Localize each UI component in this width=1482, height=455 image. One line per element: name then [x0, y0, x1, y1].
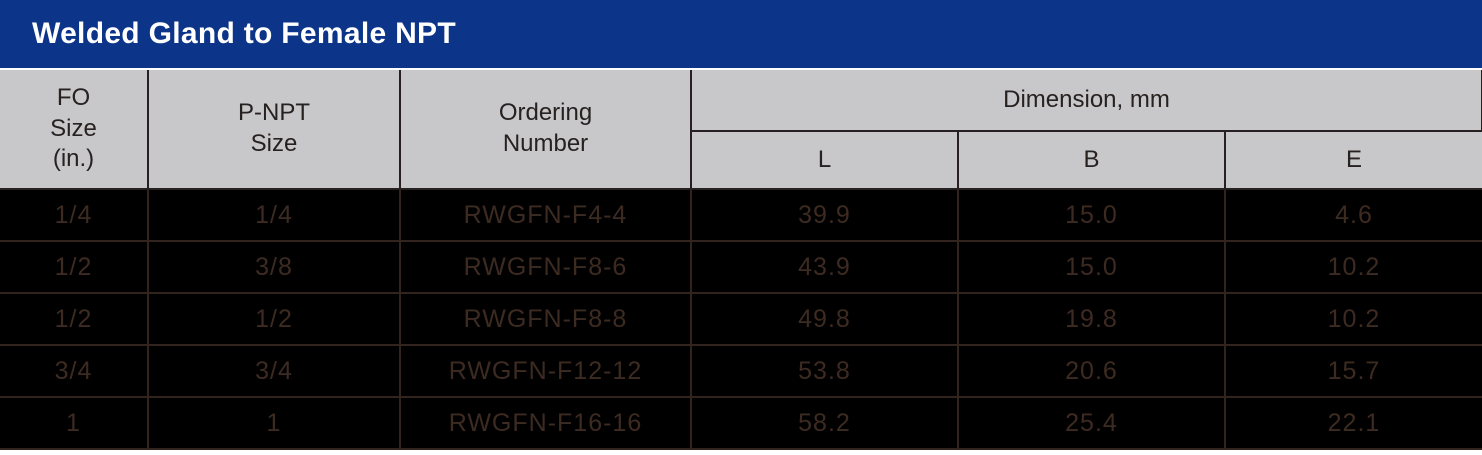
cell-pnpt-size: 1/2 — [147, 292, 401, 346]
cell-ordering-number: RWGFN-F12-12 — [399, 344, 692, 398]
header-row-sub: L B E — [0, 131, 1482, 190]
table-row: 1/2 3/8 RWGFN-F8-6 43.9 15.0 10.2 — [0, 240, 1482, 294]
section-title: Welded Gland to Female NPT — [32, 17, 456, 50]
cell-dim-b: 19.8 — [957, 292, 1226, 346]
cell-dim-e: 22.1 — [1224, 396, 1482, 450]
cell-fo-size: 1/4 — [0, 188, 149, 242]
cell-dim-b: 20.6 — [957, 344, 1226, 398]
cell-pnpt-size: 1/4 — [147, 188, 401, 242]
cell-fo-size: 1/2 — [0, 240, 149, 294]
cell-ordering-number: RWGFN-F16-16 — [399, 396, 692, 450]
cell-dim-b: 15.0 — [957, 240, 1226, 294]
spec-table-header: FO Size (in.) P-NPT Size Ordering Number… — [0, 70, 1482, 190]
spec-table-body: 1/4 1/4 RWGFN-F4-4 39.9 15.0 4.6 1/2 3/8… — [0, 188, 1482, 450]
cell-dim-e: 4.6 — [1224, 188, 1482, 242]
table-row: 1 1 RWGFN-F16-16 58.2 25.4 22.1 — [0, 396, 1482, 450]
cell-ordering-number: RWGFN-F8-8 — [399, 292, 692, 346]
section-title-bar: Welded Gland to Female NPT — [0, 0, 1482, 68]
cell-pnpt-size: 3/4 — [147, 344, 401, 398]
cell-fo-size: 1/2 — [0, 292, 149, 346]
cell-ordering-number: RWGFN-F4-4 — [399, 188, 692, 242]
col-header-fo-size: FO Size (in.) — [0, 70, 149, 190]
col-header-dimension-group: Dimension, mm — [690, 70, 1482, 132]
cell-dim-l: 39.9 — [690, 188, 959, 242]
cell-fo-size: 1 — [0, 396, 149, 450]
cell-dim-b: 15.0 — [957, 188, 1226, 242]
table-row: 1/4 1/4 RWGFN-F4-4 39.9 15.0 4.6 — [0, 188, 1482, 242]
cell-dim-l: 58.2 — [690, 396, 959, 450]
col-header-e: E — [1224, 131, 1482, 190]
cell-dim-e: 10.2 — [1224, 240, 1482, 294]
col-header-l: L — [691, 131, 959, 190]
cell-pnpt-size: 3/8 — [147, 240, 401, 294]
spec-table: FO Size (in.) P-NPT Size Ordering Number… — [0, 70, 1482, 450]
cell-pnpt-size: 1 — [147, 396, 401, 450]
col-header-ordering-number: Ordering Number — [399, 70, 692, 190]
cell-dim-l: 53.8 — [690, 344, 959, 398]
cell-dim-l: 43.9 — [690, 240, 959, 294]
cell-dim-e: 10.2 — [1224, 292, 1482, 346]
cell-fo-size: 3/4 — [0, 344, 149, 398]
cell-dim-l: 49.8 — [690, 292, 959, 346]
table-row: 1/2 1/2 RWGFN-F8-8 49.8 19.8 10.2 — [0, 292, 1482, 346]
cell-dim-b: 25.4 — [957, 396, 1226, 450]
table-row: 3/4 3/4 RWGFN-F12-12 53.8 20.6 15.7 — [0, 344, 1482, 398]
col-header-b: B — [957, 131, 1226, 190]
cell-dim-e: 15.7 — [1224, 344, 1482, 398]
col-header-pnpt-size: P-NPT Size — [147, 70, 401, 190]
header-row-top: FO Size (in.) P-NPT Size Ordering Number… — [0, 70, 1482, 190]
cell-ordering-number: RWGFN-F8-6 — [399, 240, 692, 294]
